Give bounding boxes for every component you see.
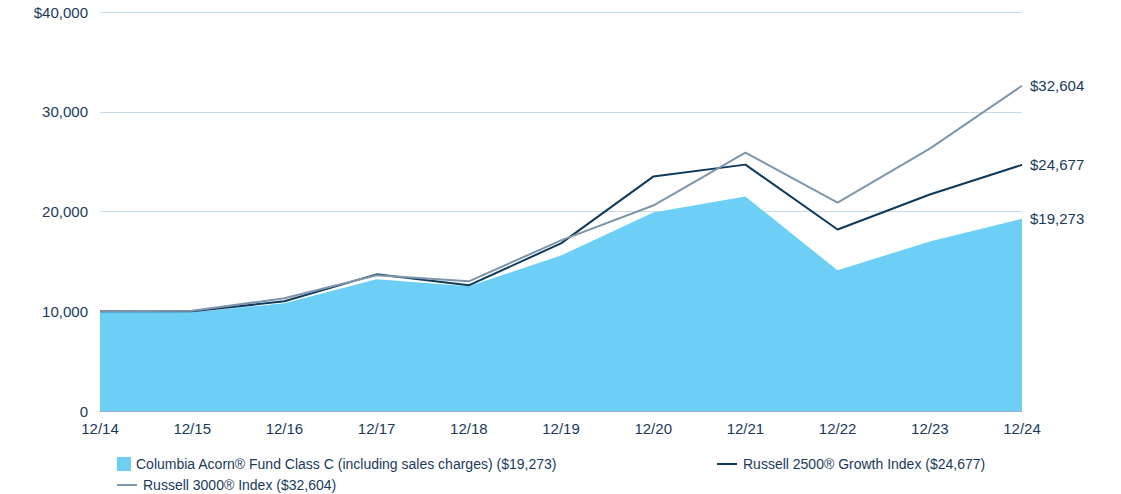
svg-text:$24,677: $24,677 (1030, 156, 1084, 173)
svg-text:12/15: 12/15 (173, 420, 211, 437)
svg-text:12/17: 12/17 (358, 420, 396, 437)
svg-text:Russell 2500® Growth Index ($2: Russell 2500® Growth Index ($24,677) (743, 456, 985, 472)
svg-text:12/16: 12/16 (266, 420, 304, 437)
svg-text:$19,273: $19,273 (1030, 210, 1084, 227)
svg-text:12/18: 12/18 (450, 420, 488, 437)
svg-text:12/24: 12/24 (1003, 420, 1041, 437)
svg-text:12/19: 12/19 (542, 420, 580, 437)
svg-text:0: 0 (80, 403, 88, 420)
svg-text:Columbia Acorn® Fund Class C (: Columbia Acorn® Fund Class C (including … (136, 456, 556, 472)
svg-text:$32,604: $32,604 (1030, 77, 1084, 94)
svg-text:$40,000: $40,000 (34, 4, 88, 21)
svg-text:12/20: 12/20 (634, 420, 672, 437)
svg-text:12/14: 12/14 (81, 420, 119, 437)
svg-text:20,000: 20,000 (42, 203, 88, 220)
svg-text:10,000: 10,000 (42, 303, 88, 320)
svg-text:12/21: 12/21 (727, 420, 765, 437)
svg-text:Russell 3000® Index ($32,604): Russell 3000® Index ($32,604) (143, 477, 336, 493)
svg-text:30,000: 30,000 (42, 103, 88, 120)
svg-text:12/23: 12/23 (911, 420, 949, 437)
svg-text:12/22: 12/22 (819, 420, 857, 437)
